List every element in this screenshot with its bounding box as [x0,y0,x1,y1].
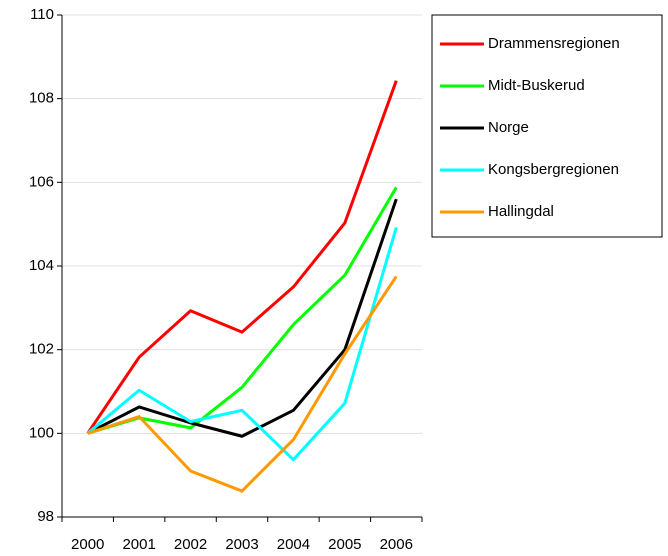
x-tick-label: 2002 [174,536,207,553]
x-tick-label: 2006 [380,536,413,553]
legend-label: Drammensregionen [488,35,620,52]
y-tick-label: 104 [29,257,54,274]
legend-box [431,14,663,238]
y-tick-label: 102 [29,341,54,358]
y-tick-label: 108 [29,90,54,107]
y-tick-label: 98 [37,508,54,525]
legend-label: Norge [488,119,529,136]
series-line [87,275,398,493]
series-line [87,198,398,438]
x-tick-label: 2000 [71,536,104,553]
x-tick-label: 2003 [225,536,258,553]
y-tick-label: 106 [29,173,54,190]
x-tick-label: 2005 [328,536,361,553]
series-line [86,80,398,435]
x-tick-label: 2004 [277,536,310,553]
legend-label: Hallingdal [488,203,554,220]
y-tick-label: 100 [29,424,54,441]
legend-label: Midt-Buskerud [488,77,585,94]
x-tick-label: 2001 [122,536,155,553]
series-line [86,227,398,462]
legend-label: Kongsbergregionen [488,161,619,178]
y-tick-label: 110 [30,6,54,23]
